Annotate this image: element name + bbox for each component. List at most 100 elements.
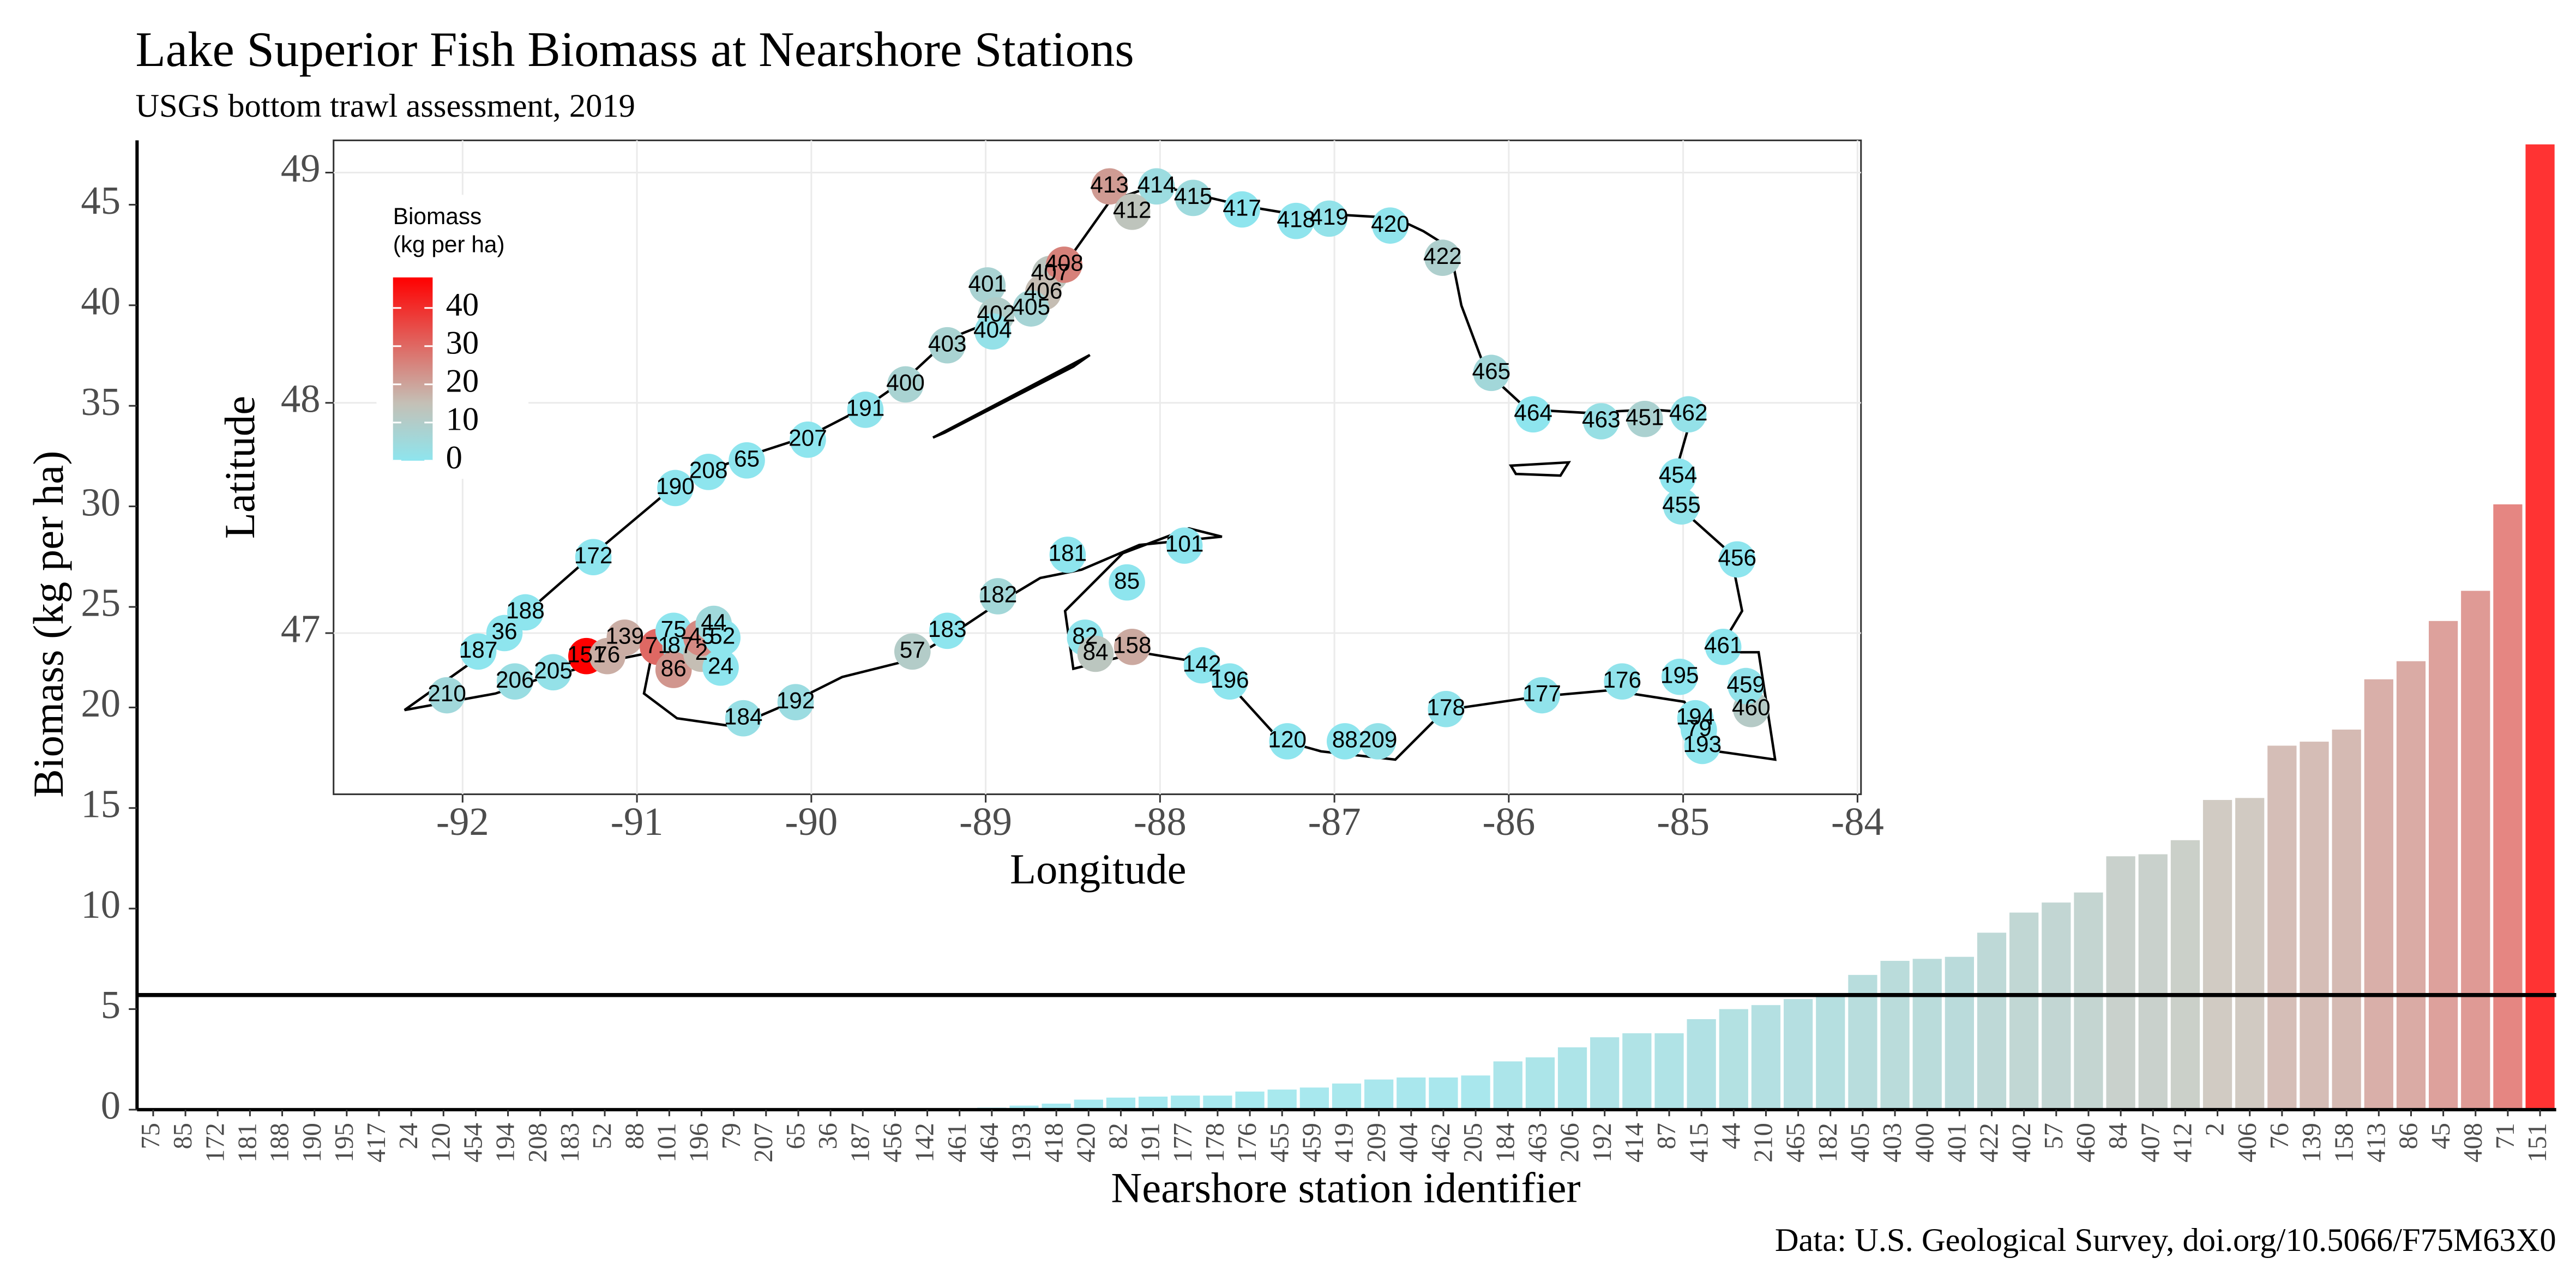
x-tick-label: 44 [1717, 1123, 1746, 1149]
station-label: 464 [1514, 400, 1552, 425]
bar [2461, 591, 2490, 1110]
x-tick-label: 196 [685, 1123, 714, 1163]
station-point [1424, 239, 1461, 276]
station-label: 181 [1049, 540, 1087, 566]
bar [1332, 1084, 1362, 1110]
x-tick-label: -88 [1134, 799, 1187, 844]
x-tick-label: 178 [1201, 1123, 1230, 1163]
chart-subtitle: USGS bottom trawl assessment, 2019 [135, 88, 635, 124]
station-point [887, 366, 924, 403]
station-label: 65 [734, 446, 760, 472]
x-tick-label: 158 [2330, 1123, 2358, 1163]
x-tick-label: 2 [2201, 1123, 2230, 1136]
station-label: 419 [1310, 204, 1349, 230]
station-label: 465 [1472, 358, 1511, 384]
bar [2009, 912, 2039, 1110]
caption: Data: U.S. Geological Survey, doi.org/10… [1775, 1222, 2556, 1259]
legend-title: (kg per ha) [393, 231, 505, 257]
bar [2042, 902, 2071, 1110]
station-point [790, 422, 826, 458]
station-point [1183, 647, 1220, 684]
station-point [1046, 246, 1082, 283]
station-point [1661, 658, 1698, 695]
x-tick-label: 403 [1878, 1123, 1907, 1163]
x-tick-label: 52 [588, 1123, 617, 1149]
x-tick-label: 208 [523, 1123, 552, 1163]
x-tick-label: 75 [136, 1123, 165, 1149]
bar [2493, 504, 2523, 1110]
station-point [429, 677, 465, 714]
x-tick-label: 454 [459, 1123, 488, 1163]
bar [2300, 742, 2329, 1110]
y-tick-label: 20 [81, 681, 121, 725]
station-point [1114, 629, 1151, 665]
y-tick-label: 47 [281, 607, 321, 651]
station-point [496, 663, 533, 700]
bar [1267, 1090, 1297, 1110]
station-label: 82 [1072, 623, 1098, 649]
station-label: 120 [1268, 727, 1307, 753]
x-tick-label: 176 [1233, 1123, 1262, 1163]
station-point [1670, 396, 1707, 433]
station-point [575, 539, 612, 575]
station-point [1705, 629, 1742, 665]
station-label: 52 [709, 623, 735, 649]
station-point [1583, 403, 1620, 440]
x-axis-title: Nearshore station identifier [1111, 1164, 1580, 1212]
station-label: 403 [928, 330, 967, 356]
station-point [1166, 527, 1203, 564]
station-point [1626, 401, 1663, 437]
bar [1945, 956, 1974, 1110]
station-point [1077, 635, 1114, 672]
station-label: 2 [695, 639, 708, 665]
x-tick-label: 209 [1362, 1123, 1391, 1163]
x-tick-label: 462 [1427, 1123, 1455, 1163]
x-tick-label: 464 [975, 1123, 1004, 1163]
x-tick-label: 401 [1942, 1123, 1971, 1163]
station-label: 460 [1732, 695, 1771, 720]
station-point [606, 619, 643, 656]
station-point [690, 454, 727, 490]
station-point [894, 633, 931, 670]
station-label: 192 [777, 688, 815, 713]
x-tick-label: 71 [2491, 1123, 2520, 1149]
x-tick-label: 465 [1781, 1123, 1810, 1163]
station-label: 413 [1090, 172, 1129, 197]
legend-tick-label: 10 [446, 401, 479, 438]
station-point [1473, 354, 1510, 392]
station-label: 139 [605, 623, 644, 649]
station-point [1269, 723, 1306, 760]
x-tick-label: 404 [1394, 1123, 1423, 1163]
station-point [1719, 541, 1756, 578]
x-tick-label: 85 [168, 1123, 197, 1149]
x-tick-label: -90 [785, 799, 838, 844]
station-label: 101 [1165, 531, 1204, 557]
x-tick-label: 188 [266, 1123, 294, 1163]
station-label: 404 [973, 317, 1012, 342]
x-tick-label: 183 [556, 1123, 585, 1163]
station-label: 210 [428, 681, 466, 706]
bar [1364, 1079, 1394, 1110]
station-label: 75 [661, 616, 687, 642]
bar [1106, 1097, 1136, 1110]
x-tick-label: 206 [1556, 1123, 1585, 1163]
station-label: 455 [1662, 492, 1701, 517]
station-label: 406 [1024, 278, 1063, 303]
x-tick-label: 172 [201, 1123, 230, 1163]
bar [1687, 1019, 1716, 1110]
x-tick-label: 177 [1169, 1123, 1197, 1163]
station-point [702, 649, 739, 686]
station-label: 176 [1603, 667, 1641, 693]
legend-title: Biomass [393, 203, 482, 229]
bar [2202, 800, 2232, 1110]
map-x-title: Longitude [1010, 846, 1187, 893]
station-label: 57 [900, 637, 925, 663]
bar [1525, 1057, 1555, 1110]
x-tick-label: 88 [620, 1123, 649, 1149]
x-tick-label: 187 [846, 1123, 875, 1163]
bar [1848, 974, 1877, 1110]
x-tick-label: -92 [436, 799, 489, 844]
x-tick-label: 182 [1814, 1123, 1843, 1163]
bar [1783, 999, 1813, 1110]
